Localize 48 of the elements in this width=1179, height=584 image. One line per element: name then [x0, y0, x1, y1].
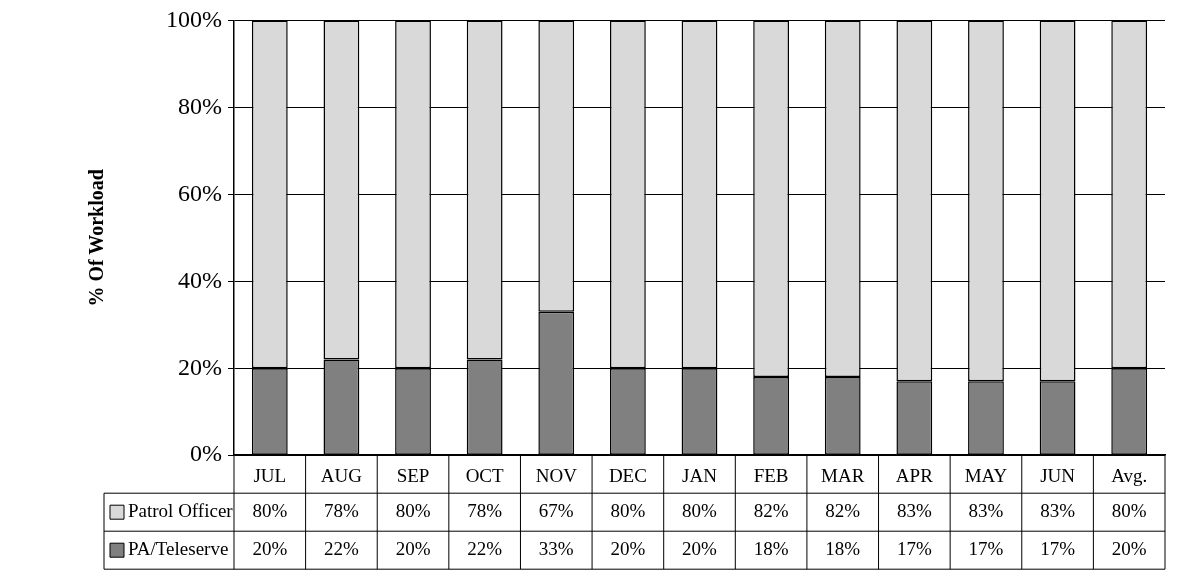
x-tick-label: Avg.: [1111, 464, 1148, 486]
x-tick-label: NOV: [535, 464, 578, 486]
data-label: 17%: [968, 538, 1004, 560]
y-tick-label: 20%: [177, 353, 222, 380]
legend-label: Patrol Officer: [128, 500, 234, 522]
x-tick-label: MAY: [964, 464, 1008, 486]
data-label: 82%: [825, 500, 861, 522]
data-label: 80%: [682, 500, 718, 522]
x-tick-label: MAR: [821, 464, 865, 486]
x-tick-label: JAN: [682, 464, 718, 486]
data-label: 20%: [1111, 538, 1147, 560]
data-label: 82%: [753, 500, 789, 522]
y-tick-label: 60%: [177, 179, 222, 206]
data-label: 83%: [896, 500, 932, 522]
x-tick-label: FEB: [753, 464, 789, 486]
y-tick-label: 0%: [189, 440, 222, 467]
data-label: 22%: [467, 538, 503, 560]
data-label: 80%: [252, 500, 288, 522]
data-label: 33%: [538, 538, 574, 560]
data-label: 80%: [395, 500, 431, 522]
x-tick-label: APR: [895, 464, 934, 486]
data-label: 67%: [538, 500, 574, 522]
y-tick-label: 100%: [165, 5, 222, 32]
y-axis-title: % Of Workload: [85, 169, 108, 307]
y-tick-label: 80%: [177, 92, 222, 119]
data-label: 18%: [825, 538, 861, 560]
data-label: 20%: [610, 538, 646, 560]
y-tick-label: 40%: [177, 266, 222, 293]
legend-label: PA/Teleserve: [128, 538, 229, 560]
data-label: 22%: [324, 538, 359, 560]
data-label: 17%: [896, 538, 932, 560]
data-label: 20%: [252, 538, 288, 560]
x-tick-label: DEC: [608, 464, 647, 486]
x-tick-label: JUN: [1040, 464, 1076, 486]
x-tick-label: JUL: [253, 464, 287, 486]
data-label: 17%: [1040, 538, 1076, 560]
data-label: 18%: [753, 538, 789, 560]
data-label: 80%: [1111, 500, 1147, 522]
data-label: 78%: [467, 500, 503, 522]
data-label: 20%: [395, 538, 431, 560]
data-label: 78%: [324, 500, 359, 522]
data-label: 83%: [968, 500, 1004, 522]
x-tick-label: OCT: [465, 464, 505, 486]
data-label: 80%: [610, 500, 646, 522]
data-label: 83%: [1040, 500, 1076, 522]
data-label: 20%: [682, 538, 718, 560]
x-tick-label: SEP: [396, 464, 430, 486]
x-tick-label: AUG: [320, 464, 363, 486]
